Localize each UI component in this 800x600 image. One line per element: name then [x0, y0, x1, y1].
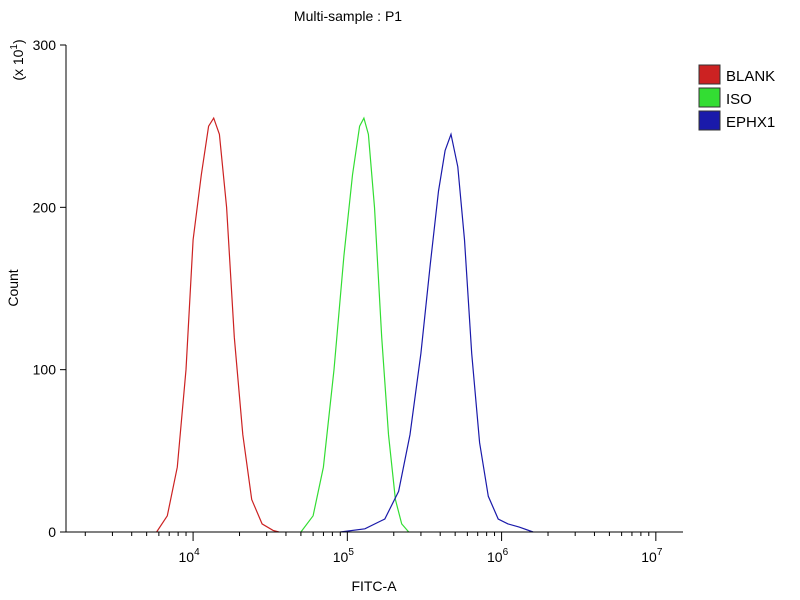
series-line-iso — [300, 116, 410, 533]
series-lines — [156, 116, 534, 533]
legend-label-iso: ISO — [726, 91, 752, 108]
y-tick-label: 200 — [33, 199, 57, 215]
x-tick-label: 107 — [641, 547, 663, 565]
x-tick-label: 104 — [179, 547, 201, 565]
y-tick-label: 0 — [48, 524, 56, 540]
y-axis-label: Count — [5, 269, 21, 306]
series-line-ephx1 — [340, 132, 534, 533]
y-multiplier-base: (x 10 — [10, 49, 26, 80]
y-multiplier-close: ) — [10, 39, 26, 44]
y-tick-label: 300 — [33, 37, 57, 53]
axes: 0 100 200 300 104 105 106 107 — [33, 37, 683, 565]
legend-swatch-ephx1 — [698, 110, 721, 131]
y-tick-label: 100 — [33, 362, 57, 378]
legend-swatch-blank — [698, 64, 721, 85]
y-multiplier-exp: 1 — [9, 44, 20, 50]
x-tick-label: 106 — [487, 547, 509, 565]
legend-swatch-iso — [698, 87, 721, 108]
series-line-blank — [156, 116, 280, 533]
x-axis-label: FITC-A — [351, 578, 397, 594]
chart-title: Multi-sample : P1 — [294, 8, 402, 24]
legend-label-blank: BLANK — [726, 68, 775, 85]
y-multiplier-label: (x 101) — [9, 39, 26, 80]
legend-label-ephx1: EPHX1 — [726, 114, 775, 131]
legend: BLANK ISO EPHX1 — [698, 64, 775, 131]
x-tick-label: 105 — [333, 547, 355, 565]
